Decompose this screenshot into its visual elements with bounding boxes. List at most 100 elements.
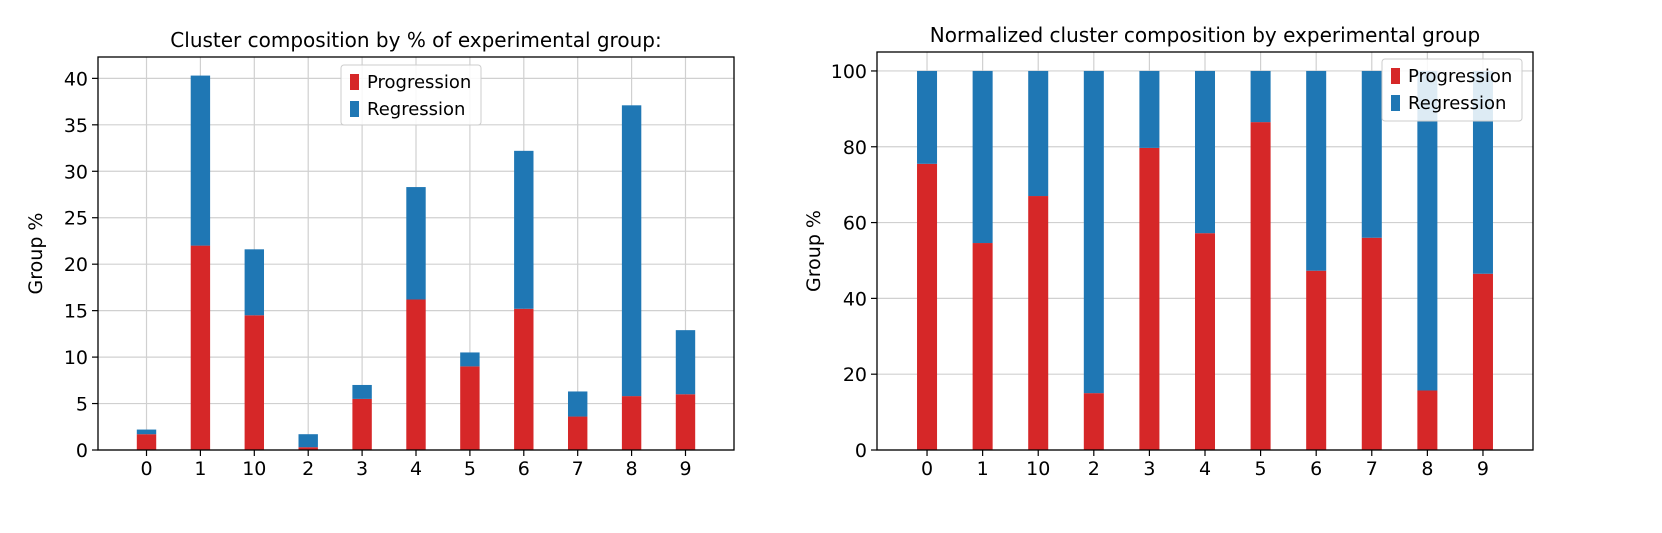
bar-regression-10 — [1028, 70, 1049, 197]
bars — [917, 70, 1493, 451]
y-tick-label: 20 — [843, 364, 867, 386]
bar-progression-9 — [1472, 273, 1493, 450]
bar-regression-1 — [972, 70, 993, 244]
x-tick-label: 7 — [572, 458, 584, 480]
chart-1: 0 5 10 15 20 25 30 35 40 0 1 10 2 3 4 5 6 7 8 9 Cluster comp… — [25, 28, 735, 480]
bar-regression-5 — [1250, 70, 1271, 123]
bar-progression-5 — [1250, 122, 1271, 450]
bar-progression-9 — [675, 394, 696, 450]
y-tick-label: 35 — [64, 115, 88, 137]
x-tick-label: 2 — [1088, 458, 1100, 480]
bar-regression-1 — [190, 75, 211, 246]
bar-progression-10 — [1028, 196, 1049, 450]
legend: Progression Regression — [340, 64, 482, 126]
y-tick-label: 15 — [64, 301, 88, 323]
bar-progression-7 — [567, 416, 588, 450]
bar-progression-4 — [1194, 233, 1216, 450]
bar-regression-8 — [621, 105, 642, 397]
x-tick-label: 3 — [1143, 458, 1155, 480]
x-tick-label: 10 — [242, 458, 266, 480]
legend-swatch-progression — [350, 74, 359, 90]
legend: Progression Regression — [1381, 58, 1523, 122]
bar-regression-6 — [1306, 70, 1327, 271]
bar-progression-3 — [352, 398, 372, 450]
x-tick-label: 2 — [302, 458, 314, 480]
bar-regression-0 — [136, 429, 157, 435]
y-tick-label: 25 — [64, 208, 88, 230]
x-tick-label: 1 — [977, 458, 989, 480]
bar-regression-3 — [1139, 70, 1160, 148]
legend-label-regression: Regression — [1408, 93, 1506, 114]
x-tick-label: 10 — [1026, 458, 1050, 480]
y-axis-label: Group % — [25, 213, 47, 295]
x-tick-label: 8 — [1421, 458, 1433, 480]
x-tick-label: 4 — [410, 458, 422, 480]
bar-progression-8 — [1417, 390, 1438, 450]
bar-regression-9 — [1472, 70, 1493, 274]
bar-regression-7 — [567, 391, 588, 417]
x-tick-label: 6 — [518, 458, 530, 480]
legend-label-regression: Regression — [367, 99, 465, 120]
x-tick-label: 9 — [679, 458, 691, 480]
bar-progression-2 — [298, 447, 318, 450]
legend-swatch-regression — [1391, 95, 1400, 111]
x-tick-label: 7 — [1366, 458, 1378, 480]
bar-regression-9 — [675, 330, 696, 395]
bar-regression-8 — [1417, 70, 1438, 391]
y-tick-label: 40 — [843, 288, 867, 310]
bar-regression-7 — [1361, 70, 1382, 238]
y-tick-label: 30 — [64, 161, 88, 183]
y-tick-label: 0 — [76, 440, 88, 462]
chart-title: Normalized cluster composition by experi… — [930, 23, 1480, 47]
legend-swatch-regression — [350, 101, 359, 117]
chart-2: 0 20 40 60 80 100 0 1 10 2 3 4 5 6 7 8 9 Normalized clust… — [803, 23, 1534, 480]
bar-regression-4 — [1194, 70, 1216, 234]
y-tick-label: 80 — [843, 137, 867, 159]
bars — [136, 75, 696, 450]
bar-progression-4 — [406, 299, 426, 450]
y-tick-label: 0 — [855, 440, 867, 462]
bar-regression-10 — [244, 249, 265, 316]
legend-frame — [1381, 58, 1523, 122]
y-axis-label: Group % — [803, 210, 825, 292]
legend-label-progression: Progression — [1408, 66, 1512, 87]
x-tick-label: 4 — [1199, 458, 1211, 480]
bar-regression-2 — [298, 434, 318, 448]
x-tick-label: 1 — [194, 458, 206, 480]
bar-progression-7 — [1361, 237, 1382, 450]
bar-regression-6 — [514, 150, 534, 309]
y-tick-label: 10 — [64, 347, 88, 369]
bar-progression-10 — [244, 315, 265, 450]
bar-regression-3 — [352, 384, 372, 399]
x-tick-label: 9 — [1477, 458, 1489, 480]
bar-progression-6 — [514, 308, 534, 450]
bar-regression-4 — [406, 187, 426, 300]
bar-progression-0 — [136, 434, 157, 450]
chart-title: Cluster composition by % of experimental… — [170, 28, 661, 52]
y-tick-label: 20 — [64, 254, 88, 276]
x-tick-label: 0 — [140, 458, 152, 480]
y-tick-label: 40 — [64, 68, 88, 90]
bar-progression-1 — [972, 243, 993, 450]
bar-progression-2 — [1083, 393, 1104, 450]
bar-progression-8 — [621, 396, 642, 450]
y-tick-label: 5 — [76, 394, 88, 416]
bar-progression-6 — [1306, 270, 1327, 450]
x-tick-label: 8 — [626, 458, 638, 480]
bar-progression-0 — [917, 163, 938, 451]
legend-label-progression: Progression — [367, 72, 471, 93]
bar-progression-1 — [190, 245, 211, 450]
bar-regression-2 — [1083, 70, 1104, 394]
legend-frame — [340, 64, 482, 126]
x-tick-label: 5 — [1255, 458, 1267, 480]
bar-regression-5 — [460, 352, 480, 367]
y-tick-label: 100 — [831, 61, 867, 83]
x-tick-label: 0 — [921, 458, 933, 480]
legend-swatch-progression — [1391, 68, 1400, 84]
x-tick-label: 6 — [1310, 458, 1322, 480]
bar-progression-5 — [460, 366, 480, 450]
x-tick-label: 3 — [356, 458, 368, 480]
y-tick-label: 60 — [843, 213, 867, 235]
